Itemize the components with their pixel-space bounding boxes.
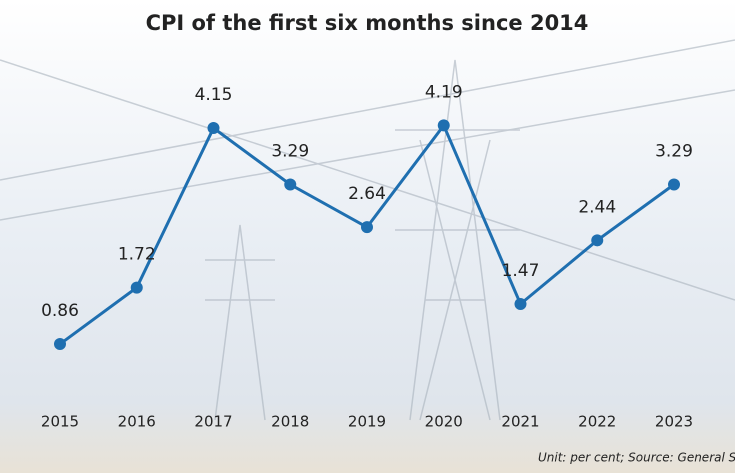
x-tick-label: 2017 (194, 413, 232, 431)
data-label: 2.44 (578, 197, 616, 217)
point (668, 178, 680, 191)
data-label: 3.29 (655, 142, 693, 162)
point (591, 234, 604, 247)
x-tick-label: 2023 (655, 413, 693, 431)
data-label: 2.64 (348, 184, 386, 204)
point (514, 297, 527, 310)
data-label: 1.47 (502, 261, 540, 281)
point (361, 221, 373, 234)
footnote: Unit: per cent; Source: General Statisti… (538, 451, 735, 465)
pylon-decoration (0, 39, 735, 421)
chart-title: CPI of the first six months since 2014 (146, 11, 589, 35)
data-label: 4.15 (195, 85, 233, 105)
x-tick-label: 2016 (118, 413, 156, 431)
data-label: 3.29 (271, 142, 309, 162)
x-tick-label: 2018 (271, 413, 309, 431)
x-tick-label: 2021 (501, 413, 539, 431)
point (437, 119, 450, 132)
point (54, 338, 66, 351)
point (284, 178, 297, 191)
point (130, 281, 143, 294)
data-label: 0.86 (41, 301, 79, 321)
x-tick-label: 2015 (41, 413, 79, 431)
x-tick-label: 2022 (578, 413, 616, 431)
point (207, 122, 220, 135)
data-label: 1.72 (118, 245, 156, 265)
x-tick-label: 2019 (348, 413, 386, 431)
data-label: 4.19 (425, 82, 463, 102)
x-tick-label: 2020 (425, 413, 463, 431)
